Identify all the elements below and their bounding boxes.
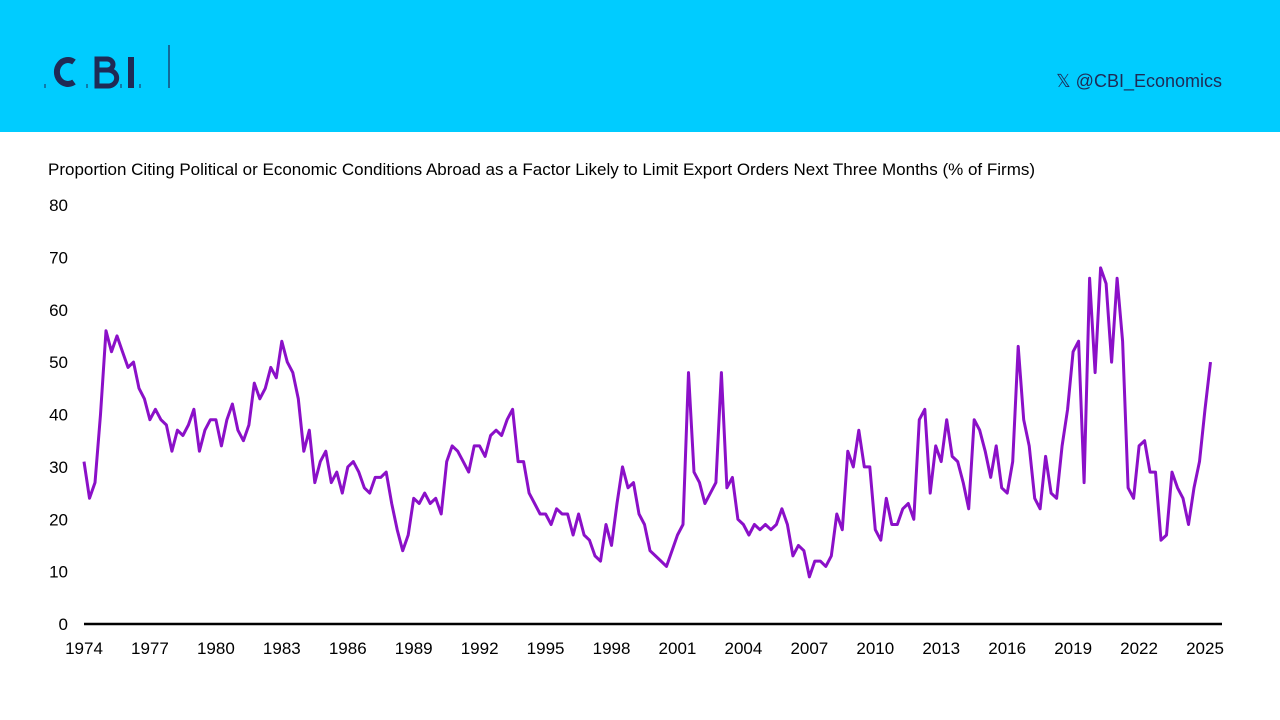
social-handle[interactable]: 𝕏 @CBI_Economics	[1056, 71, 1222, 91]
x-axis: 1974 1977 1980 1983 1986 1989 1992 1995 1998 2001…	[65, 639, 1224, 658]
x-tick-label: 2022	[1120, 639, 1158, 658]
x-tick-label: 2007	[790, 639, 828, 658]
x-tick-label: 1986	[329, 639, 367, 658]
x-tick-label: 2019	[1054, 639, 1092, 658]
x-logo-icon: 𝕏	[1056, 71, 1076, 91]
x-tick-label: 1974	[65, 639, 103, 658]
y-tick-label: 20	[49, 510, 68, 529]
y-tick-label: 0	[59, 615, 68, 634]
y-tick-label: 40	[49, 406, 68, 425]
x-tick-label: 2004	[724, 639, 762, 658]
x-tick-label: 1998	[593, 639, 631, 658]
x-tick-label: 1983	[263, 639, 301, 658]
x-tick-label: 1977	[131, 639, 169, 658]
x-tick-label: 2001	[659, 639, 697, 658]
chart-title: Proportion Citing Political or Economic …	[48, 160, 1036, 179]
x-tick-label: 2016	[988, 639, 1026, 658]
y-tick-label: 10	[49, 563, 68, 582]
x-tick-label: 2010	[856, 639, 894, 658]
y-tick-label: 30	[49, 458, 68, 477]
x-tick-label: 2025	[1186, 639, 1224, 658]
x-tick-label: 1989	[395, 639, 433, 658]
cbi-logo	[44, 45, 170, 89]
x-tick-label: 1995	[527, 639, 565, 658]
y-tick-label: 50	[49, 353, 68, 372]
y-tick-label: 60	[49, 301, 68, 320]
y-tick-label: 80	[49, 196, 68, 215]
x-tick-label: 1980	[197, 639, 235, 658]
y-tick-label: 70	[49, 248, 68, 267]
x-tick-label: 1992	[461, 639, 499, 658]
series-line	[82, 266, 1212, 579]
header-banner: 𝕏 @CBI_Economics	[0, 0, 1280, 132]
data-points	[83, 267, 1211, 577]
x-tick-label: 2013	[922, 639, 960, 658]
y-axis: 0 10 20 30 40 50 60 70 80	[49, 196, 68, 634]
